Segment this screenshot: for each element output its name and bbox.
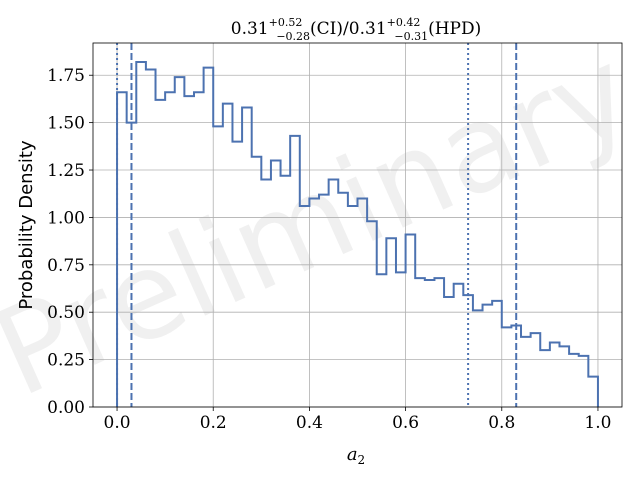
title-hpd-minus: −0.31 <box>394 30 428 43</box>
title-hpd-value: 0.31 <box>349 19 387 39</box>
x-tick-label-1: 0.2 <box>200 413 227 433</box>
x-tick-label-4: 0.8 <box>488 413 515 433</box>
title-separator: / <box>343 19 349 39</box>
title-ci-plus: +0.52 <box>269 16 303 29</box>
x-axis-label: a2 <box>347 444 365 467</box>
title-ci-label: (CI) <box>310 19 343 39</box>
y-axis-label: Probability Density <box>16 140 37 310</box>
title-hpd-plus: +0.42 <box>387 16 421 29</box>
y-tick-label-2: 0.50 <box>47 303 85 323</box>
title-hpd-label: (HPD) <box>428 19 481 39</box>
x-tick-label-5: 1.0 <box>584 413 611 433</box>
y-tick-label-5: 1.25 <box>47 161 85 181</box>
title-ci-minus: −0.28 <box>276 30 310 43</box>
y-tick-label-7: 1.75 <box>47 66 85 86</box>
title-ci-value: 0.31 <box>231 19 269 39</box>
x-tick-label-0: 0.0 <box>104 413 131 433</box>
y-tick-label-3: 0.75 <box>47 256 85 276</box>
plot-area <box>116 43 599 407</box>
histogram-step <box>116 60 599 407</box>
x-axis-label-sub: 2 <box>358 453 366 467</box>
x-tick-label-3: 0.6 <box>392 413 419 433</box>
grid-lines <box>93 43 622 408</box>
x-tick-label-2: 0.4 <box>296 413 323 433</box>
y-tick-label-1: 0.25 <box>47 351 85 371</box>
watermark: Preliminary <box>0 22 640 425</box>
y-tick-label-0: 0.00 <box>47 398 85 418</box>
chart-title: 0.31+0.52 −0.28(CI)/0.31+0.42 −0.31(HPD) <box>231 16 482 43</box>
y-tick-label-4: 1.00 <box>47 208 85 228</box>
axes-frame <box>92 42 623 408</box>
x-axis-label-base: a <box>347 444 358 465</box>
y-tick-label-6: 1.50 <box>47 114 85 134</box>
axes: 0.0 0.2 0.4 0.6 0.8 1.0 0.00 0.25 0.50 0.75 1.00 1.… <box>47 42 623 433</box>
